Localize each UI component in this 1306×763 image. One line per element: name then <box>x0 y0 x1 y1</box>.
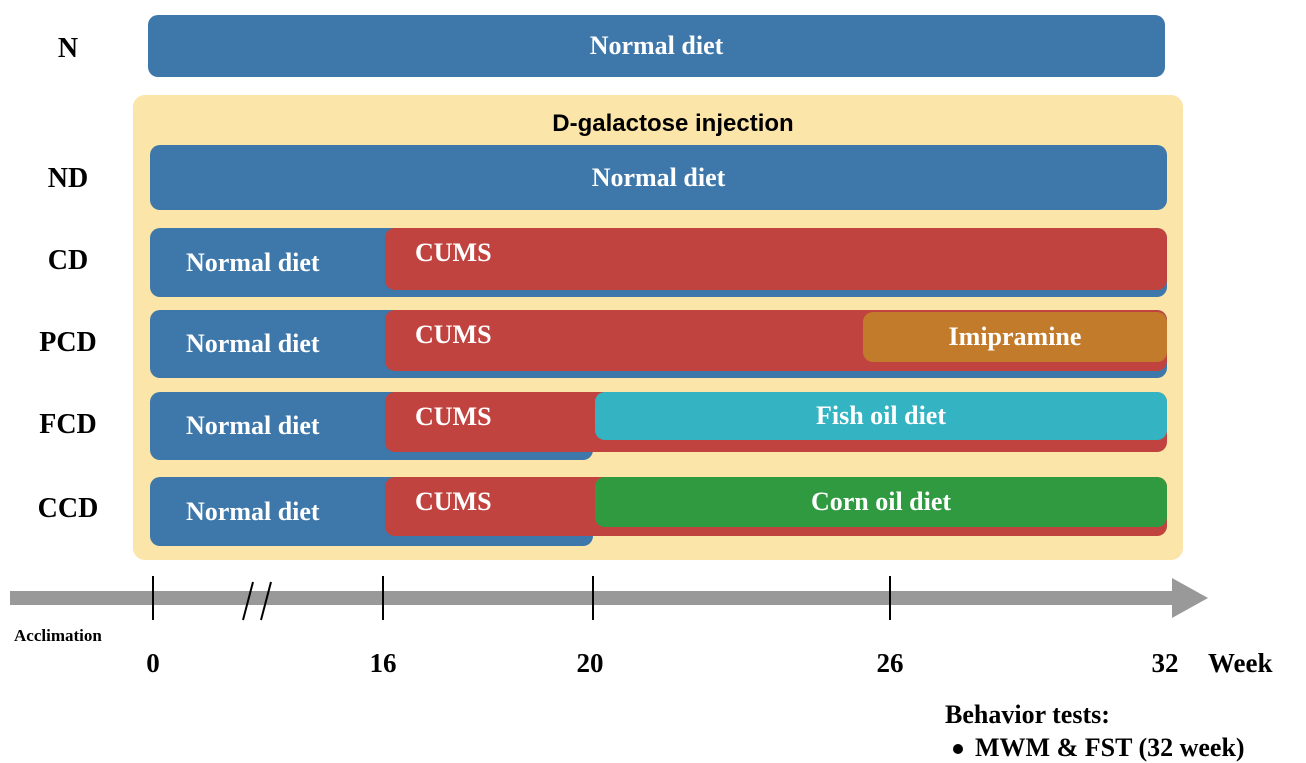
acclimation-label: Acclimation <box>14 626 102 645</box>
notes-title: Behavior tests: <box>945 700 1110 729</box>
group-label: ND <box>47 163 89 194</box>
bar: Imipramine <box>863 312 1167 362</box>
tick <box>889 576 891 620</box>
group-label: CD <box>47 245 89 276</box>
tick-label: 32 <box>1151 648 1179 678</box>
bar: CUMS <box>385 228 1167 290</box>
tick <box>592 576 594 620</box>
bullet <box>953 744 963 754</box>
group-label: PCD <box>39 327 97 358</box>
group-label: N <box>57 33 79 64</box>
injection-label: D-galactose injection <box>552 110 794 137</box>
group-label: CCD <box>37 493 99 524</box>
bar: Normal diet <box>148 15 1165 77</box>
bar: Fish oil diet <box>595 392 1167 440</box>
tick <box>382 576 384 620</box>
bar: Normal diet <box>150 145 1167 210</box>
unit-label: Week <box>1208 648 1273 678</box>
tick-label: 16 <box>369 648 397 678</box>
note-item: MWM & FST (32 week) <box>975 733 1245 762</box>
tick-label: 20 <box>576 648 604 678</box>
group-label: FCD <box>39 409 97 440</box>
tick-label: 26 <box>876 648 904 678</box>
tick-label: 0 <box>146 648 160 678</box>
tick <box>152 576 154 620</box>
bar: Corn oil diet <box>595 477 1167 527</box>
